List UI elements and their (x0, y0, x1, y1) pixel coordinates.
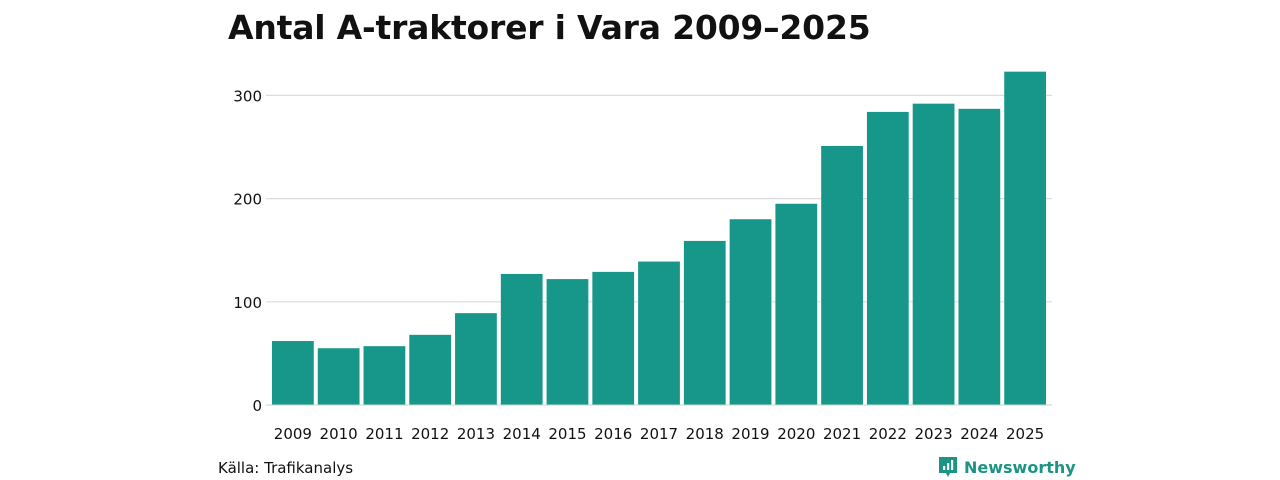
x-tick-label: 2023 (914, 425, 952, 443)
bar (546, 279, 589, 405)
y-tick-label: 300 (233, 87, 262, 105)
bar (1004, 71, 1046, 405)
bar (683, 240, 726, 405)
chart-title: Antal A-traktorer i Vara 2009–2025 (228, 8, 871, 47)
x-tick-label: 2019 (731, 425, 769, 443)
x-tick-label: 2024 (960, 425, 998, 443)
newsworthy-logo-icon (939, 457, 957, 477)
x-tick-label: 2009 (274, 425, 312, 443)
bar (866, 111, 909, 406)
x-tick-label: 2020 (777, 425, 815, 443)
x-tick-label: 2025 (1006, 425, 1044, 443)
bar (912, 103, 955, 405)
x-tick-label: 2021 (823, 425, 861, 443)
bar (592, 271, 635, 405)
source-note: Källa: Trafikanalys (218, 459, 354, 477)
bar (638, 261, 680, 405)
bar (958, 108, 1001, 405)
bar (821, 145, 863, 405)
bar (317, 348, 360, 405)
bar (729, 219, 772, 405)
x-tick-label: 2011 (365, 425, 403, 443)
x-tick-label: 2017 (640, 425, 678, 443)
x-tick-label: 2022 (869, 425, 907, 443)
bar (409, 334, 452, 405)
x-tick-label: 2012 (411, 425, 449, 443)
x-tick-label: 2014 (503, 425, 541, 443)
bar (500, 273, 543, 405)
y-tick-label: 0 (252, 397, 262, 415)
y-tick-label: 100 (233, 294, 262, 312)
x-tick-label: 2016 (594, 425, 632, 443)
y-tick-label: 200 (233, 191, 262, 209)
bar (775, 203, 818, 405)
brand-name: Newsworthy (964, 457, 1076, 477)
x-tick-label: 2013 (457, 425, 495, 443)
x-tick-label: 2015 (548, 425, 586, 443)
bar (455, 313, 497, 405)
bar (363, 346, 406, 405)
bar (272, 341, 314, 405)
brand-logo: Newsworthy (938, 456, 1076, 478)
x-tick-label: 2018 (686, 425, 724, 443)
x-tick-label: 2010 (320, 425, 358, 443)
